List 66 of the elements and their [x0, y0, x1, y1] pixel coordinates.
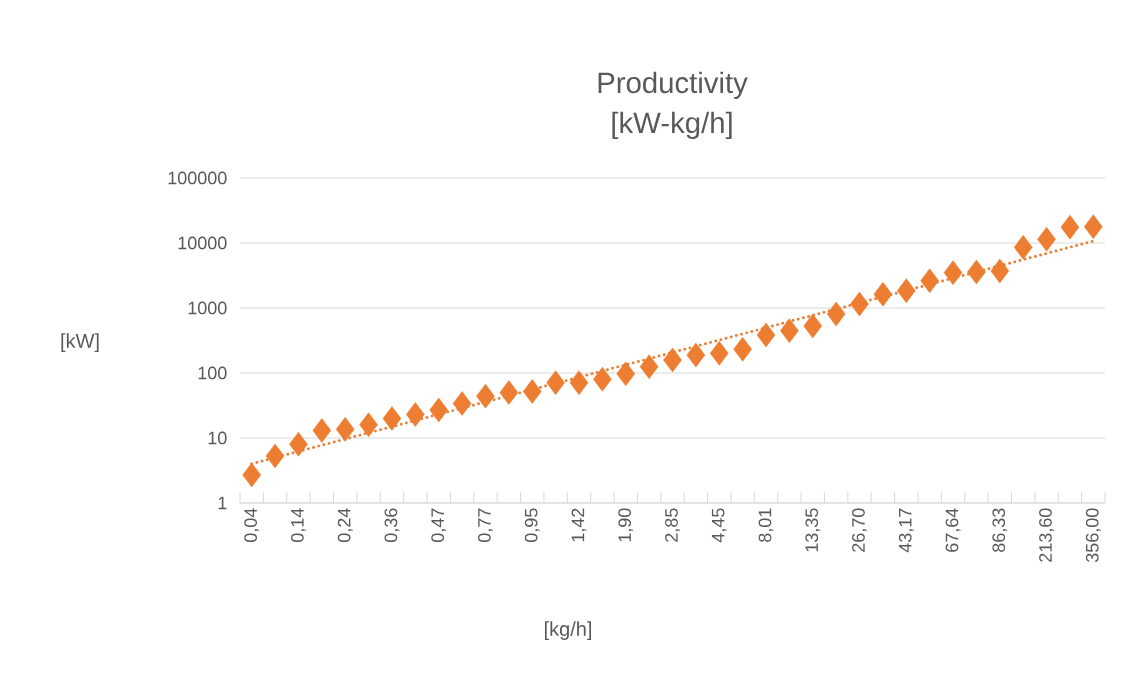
- x-tick-label: 13,35: [805, 508, 821, 552]
- point: [593, 367, 612, 392]
- point: [289, 432, 308, 457]
- point: [967, 259, 986, 285]
- point: [686, 342, 706, 368]
- x-tick-label: 0,77: [478, 508, 493, 543]
- x-tick-label: 67,64: [945, 508, 961, 552]
- point: [1013, 235, 1033, 260]
- x-tick-label: 0,36: [384, 508, 400, 543]
- point: [476, 383, 495, 409]
- point: [265, 443, 285, 469]
- x-tick-label: 0,24: [337, 508, 353, 543]
- y-tick-label: 1000: [188, 301, 227, 315]
- point: [1060, 214, 1080, 240]
- point: [780, 318, 799, 343]
- x-tick-label: 1,42: [571, 508, 587, 542]
- point: [312, 418, 332, 443]
- x-axis-title: [kg/h]: [544, 621, 592, 640]
- x-tick-label: 0,47: [431, 508, 447, 543]
- point: [452, 391, 472, 416]
- y-tick-label: 10: [208, 431, 227, 445]
- x-tick-label: 43,17: [898, 508, 914, 553]
- point: [803, 313, 823, 339]
- point: [709, 341, 729, 366]
- chart-subtitle: [kW-kg/h]: [612, 111, 732, 139]
- point: [920, 268, 939, 293]
- x-tick-label: 86,33: [992, 508, 1008, 552]
- x-tick-label: 356,00: [1085, 508, 1101, 563]
- y-axis-title: [kW]: [61, 333, 99, 352]
- point: [335, 417, 355, 442]
- x-tick-label: 26,70: [852, 508, 867, 552]
- point: [1037, 227, 1056, 252]
- x-tick-label: 4,45: [711, 508, 727, 543]
- point: [826, 301, 846, 327]
- point: [499, 380, 519, 405]
- x-tick-label: 1,90: [618, 508, 634, 542]
- point: [663, 347, 682, 373]
- x-tick-label: 0,14: [291, 508, 306, 543]
- point: [1084, 214, 1103, 239]
- y-tick-label: 100000: [168, 171, 227, 185]
- point: [756, 322, 776, 348]
- x-tick-label: 0,04: [244, 508, 260, 543]
- point: [897, 278, 916, 303]
- point: [429, 397, 448, 423]
- point: [990, 258, 1010, 284]
- point: [546, 370, 565, 395]
- point: [242, 462, 261, 488]
- point: [639, 354, 659, 379]
- point: [733, 336, 752, 362]
- y-tick-label: 10000: [178, 236, 227, 250]
- chart-title: Productivity: [598, 71, 748, 99]
- x-tick-label: 213,60: [1039, 508, 1054, 562]
- point: [406, 402, 425, 427]
- x-tick-label: 0,95: [524, 508, 540, 543]
- point: [616, 361, 636, 387]
- x-tick-label: 2,85: [665, 508, 680, 542]
- point: [569, 370, 589, 395]
- point: [359, 412, 378, 437]
- y-tick-label: 1: [218, 496, 227, 510]
- point: [382, 406, 402, 431]
- point: [943, 260, 963, 285]
- point: [522, 379, 542, 404]
- point: [850, 291, 869, 317]
- y-tick-label: 100: [198, 366, 227, 380]
- point: [873, 281, 893, 307]
- x-tick-label: 8,01: [758, 508, 774, 542]
